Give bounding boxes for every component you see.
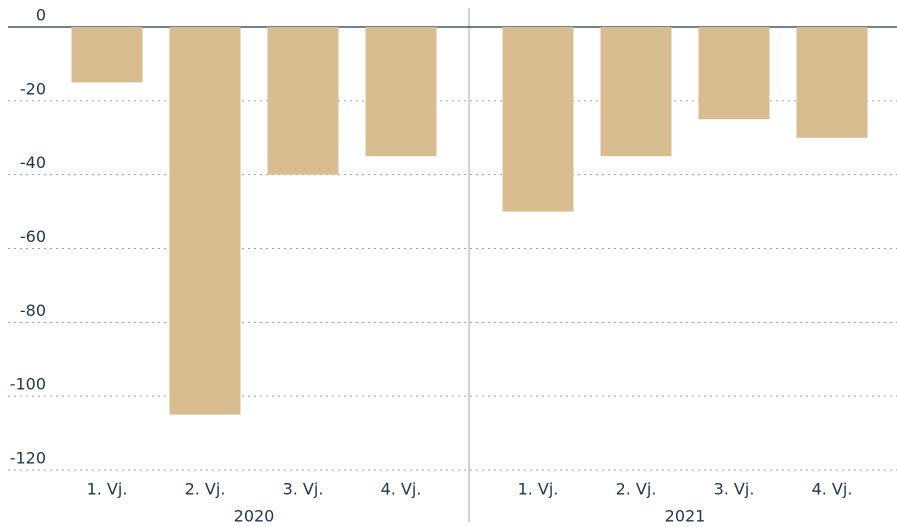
y-tick-label: -100 (10, 375, 46, 394)
x-tick-label: 3. Vj. (283, 480, 324, 499)
bar (267, 27, 339, 175)
x-tick-label: 1. Vj. (518, 480, 559, 499)
x-tick-label: 3. Vj. (714, 480, 755, 499)
group-label: 2020 (234, 507, 275, 526)
x-tick-label: 2. Vj. (616, 480, 657, 499)
x-tick-label: 2. Vj. (185, 480, 226, 499)
bar (600, 27, 672, 157)
x-tick-label: 4. Vj. (812, 480, 853, 499)
bar (365, 27, 437, 157)
bar (502, 27, 574, 212)
y-tick-label: -40 (20, 153, 46, 172)
x-tick-label: 4. Vj. (381, 480, 422, 499)
bar (169, 27, 241, 415)
bar (796, 27, 868, 138)
y-tick-label: 0 (36, 6, 46, 25)
bar (698, 27, 770, 120)
x-tick-label: 1. Vj. (87, 480, 128, 499)
y-tick-label: -20 (20, 79, 46, 98)
y-tick-label: -80 (20, 301, 46, 320)
bar (71, 27, 143, 83)
y-tick-label: -120 (10, 449, 46, 468)
group-label: 2021 (665, 507, 706, 526)
y-tick-label: -60 (20, 227, 46, 246)
